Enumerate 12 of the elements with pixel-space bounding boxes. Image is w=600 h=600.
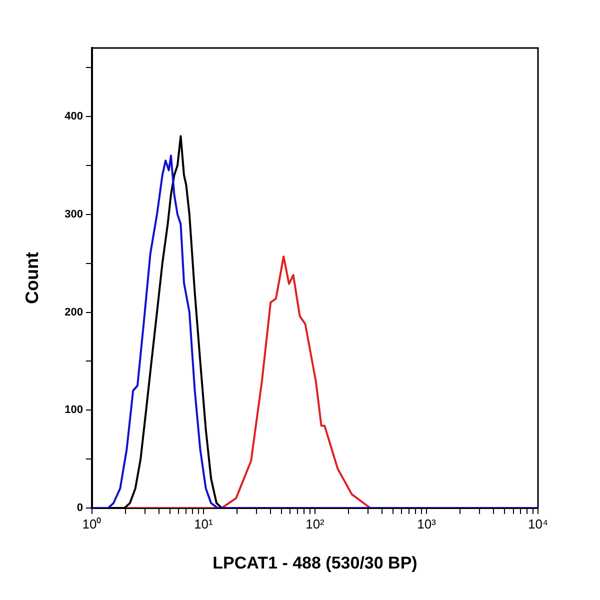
- x-axis-title: LPCAT1 - 488 (530/30 BP): [212, 553, 418, 572]
- x-tick-label: 10⁴: [528, 516, 548, 532]
- x-tick-label: 10²: [306, 516, 326, 532]
- x-tick-label: 10³: [417, 516, 437, 532]
- y-axis-title: Count: [22, 252, 42, 304]
- y-tick-label: 100: [64, 404, 83, 416]
- y-tick-label: 200: [64, 306, 83, 318]
- x-tick-label: 10¹: [194, 516, 214, 532]
- y-tick-label: 0: [76, 502, 83, 514]
- x-tick-label: 10⁰: [82, 516, 102, 532]
- y-tick-label: 400: [64, 110, 83, 123]
- y-tick-label: 300: [64, 208, 83, 220]
